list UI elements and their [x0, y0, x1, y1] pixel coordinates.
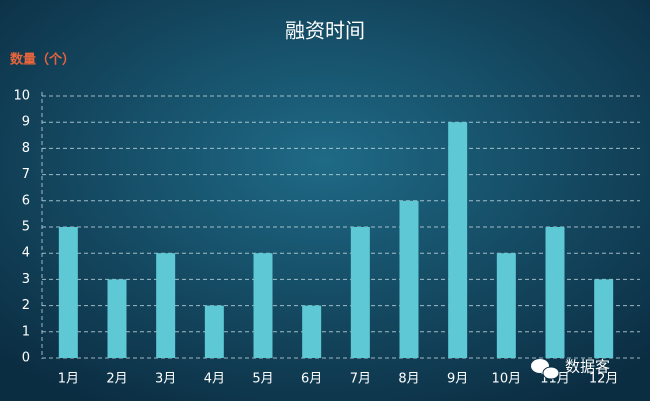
x-tick-label: 2月: [106, 372, 127, 387]
y-tick-label: 2: [22, 298, 30, 313]
y-tick-label: 5: [22, 220, 30, 235]
bar: [156, 253, 176, 358]
x-tick-label: 9月: [447, 372, 468, 387]
bar: [399, 200, 419, 358]
x-tick-label: 8月: [398, 372, 419, 387]
x-tick-label: 7月: [350, 372, 371, 387]
x-tick-label: 5月: [252, 372, 273, 387]
bar: [107, 279, 127, 358]
y-tick-label: 6: [22, 193, 30, 208]
y-tick-label: 10: [13, 89, 30, 104]
bar: [545, 227, 565, 358]
bar: [350, 227, 370, 358]
bar: [594, 279, 614, 358]
y-tick-label: 9: [22, 115, 30, 130]
bar: [58, 227, 78, 358]
bar: [302, 305, 322, 358]
x-tick-label: 1月: [58, 372, 79, 387]
x-tick-label: 10月: [492, 372, 522, 387]
watermark-icon: [531, 359, 560, 380]
y-axis-label: 数量（个）: [10, 52, 75, 68]
y-tick-label: 1: [22, 324, 30, 339]
chart-title: 融资时间: [285, 19, 365, 43]
bar: [253, 253, 273, 358]
x-tick-label: 12月: [589, 372, 619, 387]
y-tick-label: 0: [22, 351, 30, 366]
x-tick-label: 6月: [301, 372, 322, 387]
x-tick-label: 3月: [155, 372, 176, 387]
y-tick-label: 8: [22, 141, 30, 156]
x-tick-label: 4月: [204, 372, 225, 387]
y-tick-label: 7: [22, 167, 30, 182]
bar: [448, 122, 468, 358]
y-tick-label: 4: [22, 246, 30, 261]
watermark: 数据客: [565, 358, 610, 376]
bar: [204, 305, 224, 358]
bar: [496, 253, 516, 358]
y-tick-label: 3: [22, 272, 30, 287]
